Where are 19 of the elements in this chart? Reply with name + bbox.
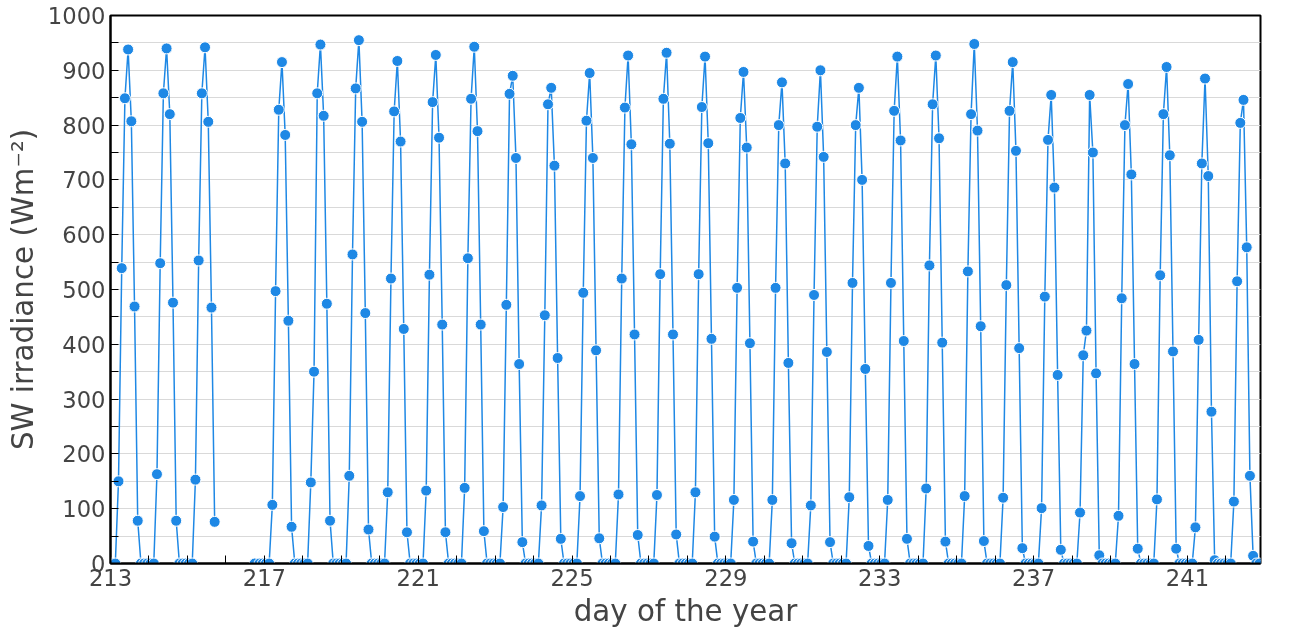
x-tick-label: 225	[550, 564, 594, 591]
x-tick-label: 217	[242, 564, 286, 591]
x-tick-label: 241	[1165, 564, 1210, 591]
x-tick-label: 229	[704, 564, 748, 591]
y-tick-label: 800	[62, 112, 106, 139]
y-tick-label: 100	[62, 496, 106, 523]
x-tick-label: 237	[1011, 564, 1056, 591]
y-tick-label: 900	[62, 57, 106, 84]
y-tick-label: 1000	[47, 3, 106, 29]
y-tick-label: 500	[62, 277, 106, 303]
x-tick-label: 233	[858, 564, 902, 591]
y-tick-label: 300	[62, 386, 106, 413]
y-axis-title: SW irradiance (Wm⁻²)	[5, 128, 40, 451]
y-tick-label: 600	[62, 222, 106, 249]
y-tick-label: 200	[62, 441, 106, 468]
x-axis-title: day of the year	[573, 593, 799, 628]
x-tick-label: 221	[396, 564, 440, 591]
y-tick-label: 700	[62, 167, 106, 194]
y-tick-label: 400	[62, 331, 106, 358]
